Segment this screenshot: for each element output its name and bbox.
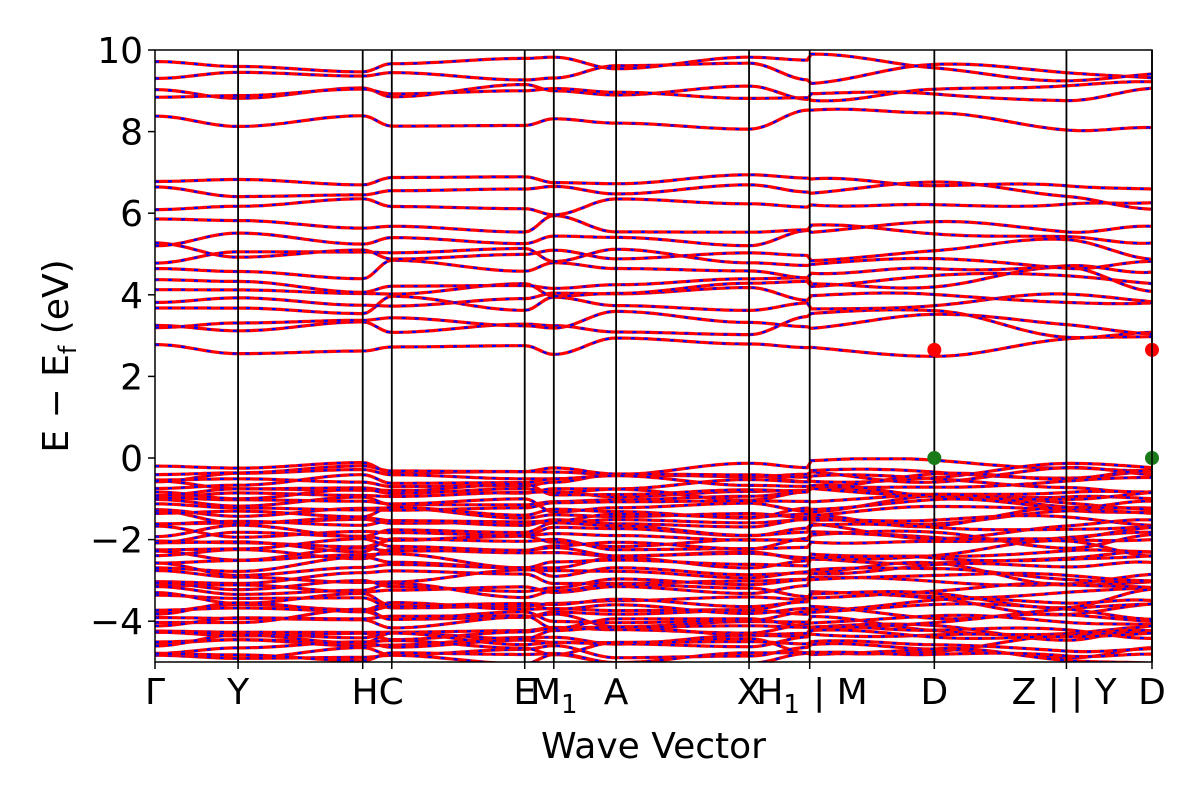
band-spin-down-val-117 [155, 597, 1152, 616]
y-axis-label-sub: f [54, 345, 82, 354]
x-tick-label: A [604, 672, 629, 713]
band-spin-up-val-118 [155, 602, 1152, 625]
band-spin-up-cond-3 [155, 292, 1152, 316]
band-spin-down-val-1 [155, 462, 1152, 484]
plot-frame [154, 49, 1153, 663]
band-spin-down-val-101 [155, 470, 1152, 490]
band-spin-down-val-120 [155, 624, 1152, 640]
band-spin-up-cond-11 [155, 213, 1152, 234]
x-tick-label: Z | [1012, 672, 1060, 713]
vbm-marker [927, 451, 942, 465]
y-axis-label: E − Ef (eV) [36, 259, 82, 452]
band-spin-up-cond-10 [155, 223, 1152, 248]
x-tick-label: M1 [530, 672, 578, 720]
band-spin-down-cond-14 [155, 173, 1152, 191]
y-tick-label: 6 [120, 194, 143, 235]
band-spin-down-val-23 [155, 629, 1152, 647]
band-spin-down-cond-17 [155, 80, 1152, 102]
band-spin-down-val-113 [155, 566, 1152, 584]
x-tick-label: H1 [756, 672, 800, 720]
band-spin-up-cond-1 [155, 308, 1152, 340]
x-tick-label: X [737, 672, 762, 713]
band-spin-up-val-115 [155, 581, 1152, 600]
band-spin-up-val-119 [155, 612, 1152, 631]
x-tick-label: D [920, 672, 948, 713]
band-spin-down-val-26 [155, 647, 1152, 662]
band-spin-up-val-102 [155, 475, 1152, 498]
band-spin-up-cond-6 [155, 265, 1152, 294]
bands-layer [155, 52, 1152, 662]
band-spin-up-cond-12 [155, 197, 1152, 217]
y-axis-ticks: −4 −2 0 2 4 6 8 10 [90, 31, 155, 643]
band-spin-up-val-107 [155, 521, 1152, 539]
band-spin-up-val-121 [155, 628, 1152, 649]
band-spin-up-val-111 [155, 552, 1152, 570]
y-tick-label: −4 [90, 602, 143, 643]
x-tick-label: HC [352, 672, 404, 713]
band-spin-down-val-114 [155, 572, 1152, 593]
x-tick-label: D [1138, 672, 1166, 713]
x-tick-label: | M [813, 672, 868, 713]
band-spin-up-cond-5 [155, 271, 1152, 298]
band-spin-up-cond-19 [155, 52, 1152, 83]
band-spin-down-val-106 [155, 506, 1152, 528]
x-axis-label: Wave Vector [541, 726, 766, 767]
band-edge-markers [927, 342, 1159, 465]
band-spin-down-val-20 [155, 612, 1152, 629]
x-tick-label: Y [226, 672, 250, 713]
y-axis-label-units: (eV) [36, 259, 77, 345]
band-spin-up-val-109 [155, 531, 1152, 552]
y-tick-label: 4 [120, 276, 143, 317]
y-axis-label-main: E − E [36, 354, 77, 453]
band-spin-down-val-105 [155, 497, 1152, 520]
band-spin-up-cond-2 [155, 309, 1152, 336]
x-tick-label: E [513, 672, 536, 713]
band-spin-down-val-3 [155, 473, 1152, 495]
y-tick-label: 0 [120, 439, 143, 480]
y-tick-label: 8 [120, 113, 143, 154]
y-tick-label: −2 [90, 521, 143, 562]
band-spin-down-val-7 [155, 505, 1152, 520]
band-spin-up-val-0 [155, 457, 1152, 476]
cbm-marker [927, 342, 942, 357]
y-tick-label: 10 [97, 31, 143, 72]
x-axis-ticks: Γ Y HC EM1 A XH1 | M D Z | | Y D [145, 662, 1166, 720]
band-spin-up-cond-9 [155, 237, 1152, 263]
band-spin-up-val-104 [155, 492, 1152, 512]
x-tick-label: | Y [1071, 672, 1118, 713]
band-spin-up-cond-0 [155, 335, 1152, 358]
band-spin-down-val-123 [155, 651, 1152, 662]
band-spin-down-cond-3 [155, 292, 1152, 315]
band-spin-up-cond-15 [155, 107, 1152, 133]
band-spin-down-val-112 [155, 560, 1152, 578]
x-tick-label: Γ [145, 672, 165, 713]
band-spin-down-val-110 [155, 539, 1152, 562]
band-spin-down-val-122 [155, 639, 1152, 656]
y-tick-label: 2 [120, 357, 143, 398]
band-spin-down-cond-7 [155, 259, 1152, 280]
high-symmetry-lines [237, 50, 1153, 662]
